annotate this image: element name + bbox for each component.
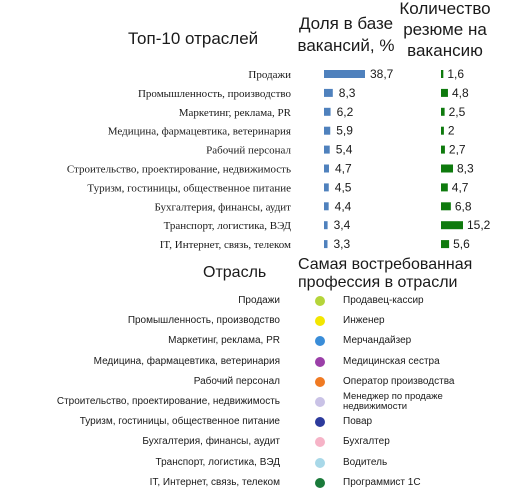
category-label: Рабочий персонал <box>206 145 291 157</box>
share-value-label: 5,9 <box>336 124 353 138</box>
profession-name: Менеджер по продаже недвижимости <box>343 391 443 412</box>
resume-value-label: 4,8 <box>452 86 469 100</box>
industry-name: IT, Интернет, связь, телеком <box>149 476 280 488</box>
profession-color-dot <box>315 477 325 488</box>
industry-name: Туризм, гостиницы, общественное питание <box>79 416 280 428</box>
profession-header: Самая востребованная профессия в отрасли <box>298 256 473 291</box>
category-label: Продажи <box>248 69 291 81</box>
share-bar <box>324 240 328 249</box>
resume-bar <box>441 88 448 97</box>
share-bar <box>324 202 329 211</box>
share-value-label: 38,7 <box>370 67 394 81</box>
profession-color-dot <box>315 336 325 347</box>
top10-title: Топ-10 отраслей <box>128 29 259 48</box>
share-bar <box>324 88 333 97</box>
industry-name: Строительство, проектирование, недвижимо… <box>56 396 280 407</box>
resume-bar <box>441 240 450 249</box>
profession-name: Повар <box>343 416 373 428</box>
resume-bar <box>441 145 445 154</box>
industry-name: Рабочий персонал <box>193 375 280 387</box>
profession-color-dot <box>315 437 325 448</box>
profession-color-dot <box>315 356 325 367</box>
category-label: Промышленность, производство <box>138 88 292 100</box>
resume-bar <box>441 183 448 192</box>
industry-name: Продажи <box>238 295 280 306</box>
industry-name: Маркетинг, реклама, PR <box>168 335 280 347</box>
profession-color-dot <box>315 457 325 468</box>
resume-value-label: 2,5 <box>449 105 466 119</box>
profession-color-dot <box>315 397 325 407</box>
resume-value-label: 2 <box>448 124 455 138</box>
resume-bar <box>441 107 445 116</box>
resume-value-label: 4,7 <box>452 180 469 194</box>
share-bar <box>324 183 329 192</box>
resume-value-label: 2,7 <box>449 143 466 157</box>
industry-header: Отрасль <box>203 264 267 281</box>
share-bar <box>324 126 331 135</box>
profession-color-dot <box>315 296 325 306</box>
share-value-label: 5,4 <box>336 143 353 157</box>
resume-value-label: 6,8 <box>455 199 472 213</box>
industry-name: Медицина, фармацевтика, ветеринария <box>93 355 280 367</box>
resume-value-label: 5,6 <box>453 237 470 251</box>
share-value-label: 8,3 <box>339 86 356 100</box>
share-bar <box>324 145 330 154</box>
share-bar <box>324 70 365 78</box>
industry-name: Бухгалтерия, финансы, аудит <box>142 436 280 448</box>
resume-value-label: 1,6 <box>447 67 464 81</box>
profession-name: Инженер <box>343 315 385 327</box>
resume-value-label: 8,3 <box>457 162 474 176</box>
share-value-label: 6,2 <box>337 105 354 119</box>
profession-name: Программист 1С <box>343 476 421 488</box>
resume-bar <box>441 164 454 173</box>
resume-value-label: 15,2 <box>467 218 491 232</box>
industry-chart: Продажи 38,7 1,6 Промышленность, производст… <box>67 67 491 251</box>
share-value-label: 3,3 <box>333 237 350 251</box>
resume-bar <box>441 202 451 211</box>
profession-name: Водитель <box>343 456 388 468</box>
category-label: Маркетинг, реклама, PR <box>179 107 292 119</box>
resume-bar <box>441 221 463 230</box>
resume-header: Количество резюме на вакансию <box>399 0 491 60</box>
category-label: IT, Интернет, связь, телеком <box>160 239 291 251</box>
share-value-label: 4,4 <box>335 199 352 213</box>
category-label: Строительство, проектирование, недвижимо… <box>67 164 291 176</box>
share-value-label: 4,7 <box>335 162 352 176</box>
resume-bar <box>441 70 444 78</box>
category-label: Туризм, гостиницы, общественное питание <box>87 182 291 194</box>
category-label: Бухгалтерия, финансы, аудит <box>154 201 291 213</box>
profession-color-dot <box>315 417 325 428</box>
profession-name: Оператор производства <box>343 375 455 387</box>
profession-color-dot <box>315 316 325 327</box>
resume-bar <box>441 126 444 135</box>
share-value-label: 4,5 <box>335 180 352 194</box>
share-bar <box>324 221 328 230</box>
profession-name: Бухгалтер <box>343 436 390 448</box>
profession-name: Продавец-кассир <box>343 295 424 306</box>
profession-name: Мерчандайзер <box>343 335 412 347</box>
category-label: Медицина, фармацевтика, ветеринария <box>108 126 291 138</box>
share-header: Доля в базе вакансий, % <box>297 14 395 55</box>
share-bar <box>324 107 331 116</box>
industry-name: Промышленность, производство <box>127 315 280 327</box>
profession-name: Медицинская сестра <box>343 355 440 367</box>
category-label: Транспорт, логистика, ВЭД <box>164 220 292 232</box>
industry-name: Транспорт, логистика, ВЭД <box>155 456 280 468</box>
profession-color-dot <box>315 376 325 387</box>
share-value-label: 3,4 <box>334 218 351 232</box>
share-bar <box>324 164 329 173</box>
